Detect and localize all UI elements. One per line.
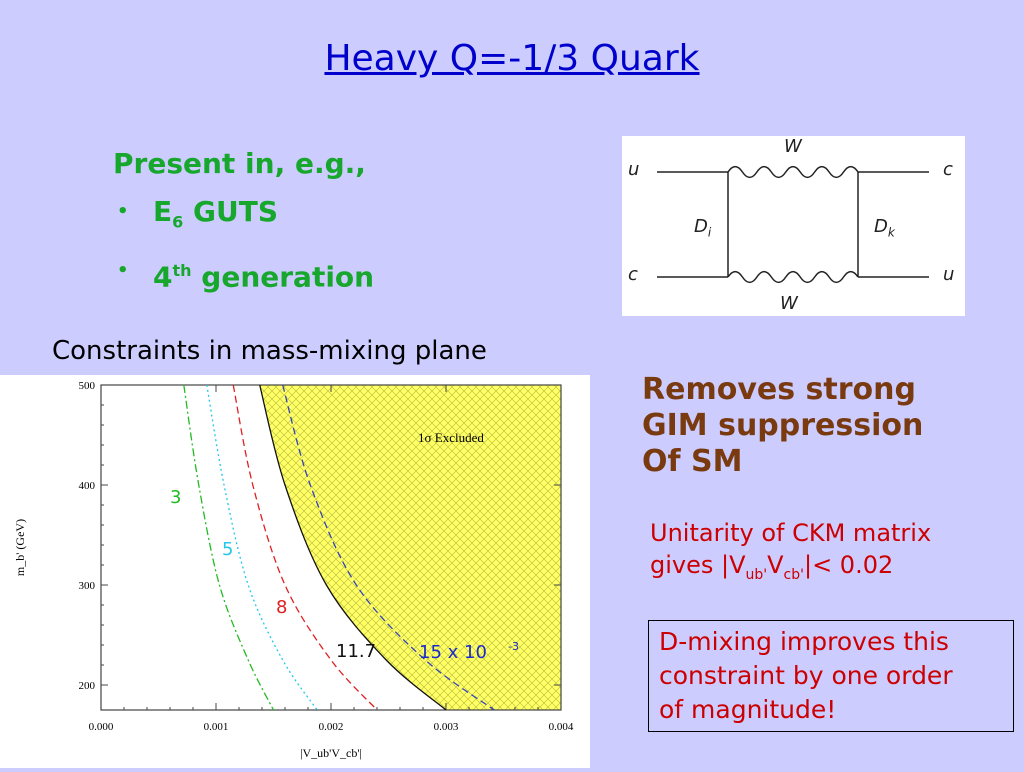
y-tick-label: 400 bbox=[79, 480, 96, 492]
label-d-i-base: D bbox=[694, 216, 708, 237]
item-e6-base: E bbox=[153, 195, 173, 228]
bullet: • bbox=[117, 201, 129, 222]
series-curve-2 bbox=[206, 385, 318, 710]
series-label-5: 15 x 10 bbox=[419, 642, 487, 663]
removes-line: GIM suppression bbox=[642, 408, 924, 443]
series-curve-1 bbox=[183, 385, 275, 710]
unitarity-sub2: cb' bbox=[783, 566, 804, 583]
label-u-right: u bbox=[943, 264, 955, 285]
series-curve-3 bbox=[232, 385, 378, 710]
w-boson-bottom bbox=[727, 270, 859, 284]
item-e6-sub: 6 bbox=[172, 212, 184, 232]
unitarity-sub1: ub' bbox=[745, 566, 768, 583]
label-d-k-base: D bbox=[874, 216, 888, 237]
unitarity-mid: V bbox=[767, 551, 784, 579]
x-tick-label: 0.001 bbox=[204, 721, 229, 733]
series-curve-4 bbox=[259, 385, 447, 710]
label-d-k: Dk bbox=[874, 216, 895, 240]
y-tick-label: 300 bbox=[79, 580, 96, 592]
label-d-k-sub: k bbox=[887, 225, 895, 240]
x-tick-label: 0.003 bbox=[434, 721, 459, 733]
x-tick-label: 0.002 bbox=[319, 721, 344, 733]
box-diagram-svg bbox=[657, 165, 929, 284]
label-c-right: c bbox=[943, 159, 953, 180]
label-u-left: u bbox=[628, 159, 640, 180]
present-intro: Present in, e.g., bbox=[113, 147, 366, 180]
item-e6-rest: GUTS bbox=[183, 195, 279, 228]
dmixing-line: constraint by one order bbox=[659, 661, 953, 690]
label-d-i-sub: i bbox=[707, 225, 712, 240]
unitarity-prefix: gives |V bbox=[650, 551, 746, 579]
slide-title: Heavy Q=-1/3 Quark bbox=[324, 38, 700, 79]
bullet: • bbox=[117, 259, 129, 281]
feynman-diagram: W W u c c u Di Dk bbox=[622, 136, 965, 316]
series-label-1: 3 bbox=[170, 487, 181, 508]
item-4th-rest: generation bbox=[191, 259, 375, 293]
w-boson-top bbox=[727, 165, 859, 179]
label-w-top: W bbox=[784, 136, 802, 157]
label-c-left: c bbox=[628, 264, 638, 285]
dmixing-line: D-mixing improves this bbox=[659, 627, 949, 656]
present-list: Present in, e.g., • E6 GUTS • 4th genera… bbox=[113, 140, 374, 301]
series-label-2: 5 bbox=[222, 539, 233, 560]
label-w-bottom: W bbox=[780, 293, 798, 314]
y-tick-label: 500 bbox=[79, 380, 96, 392]
removes-line: Removes strong bbox=[642, 372, 916, 407]
excluded-label: 1σ Excluded bbox=[418, 430, 484, 445]
item-4th-base: 4 bbox=[153, 259, 173, 293]
unitarity-line2: gives |Vub'Vcb'|< 0.02 bbox=[650, 549, 931, 591]
dmixing-line: of magnitude! bbox=[659, 695, 837, 724]
series-curve-5 bbox=[282, 385, 495, 710]
label-d-i: Di bbox=[694, 216, 711, 240]
x-tick-label: 0.004 bbox=[549, 721, 574, 733]
item-4th-sup: th bbox=[172, 260, 192, 280]
series-label-exponent: -3 bbox=[508, 640, 519, 653]
list-item: • 4th generation bbox=[113, 247, 374, 301]
unitarity-suffix: |< 0.02 bbox=[803, 551, 894, 579]
dmixing-box: D-mixing improves this constraint by one… bbox=[648, 620, 1014, 732]
y-axis-label: m_b' (GeV) bbox=[13, 519, 27, 576]
unitarity-text: Unitarity of CKM matrix gives |Vub'Vcb'|… bbox=[650, 517, 931, 591]
series-label-4: 11.7 bbox=[336, 641, 376, 662]
constraints-label: Constraints in mass-mixing plane bbox=[52, 336, 487, 366]
x-axis-label: |V_ub'V_cb'| bbox=[300, 746, 362, 760]
removes-gim-text: Removes strong GIM suppression Of SM bbox=[642, 372, 923, 480]
excluded-region bbox=[259, 385, 561, 710]
plot-svg: 0.000 0.001 0.002 0.003 0.004 200 300 400 500 |V_… bbox=[13, 380, 574, 760]
constraint-plot: 0.000 0.001 0.002 0.003 0.004 200 300 400 500 |V_… bbox=[0, 375, 590, 768]
y-tick-label: 200 bbox=[79, 680, 96, 692]
x-tick-label: 0.000 bbox=[89, 721, 114, 733]
unitarity-line1: Unitarity of CKM matrix bbox=[650, 519, 932, 547]
list-item: • E6 GUTS bbox=[113, 188, 374, 247]
removes-line: Of SM bbox=[642, 444, 743, 479]
series-label-3: 8 bbox=[276, 597, 287, 618]
